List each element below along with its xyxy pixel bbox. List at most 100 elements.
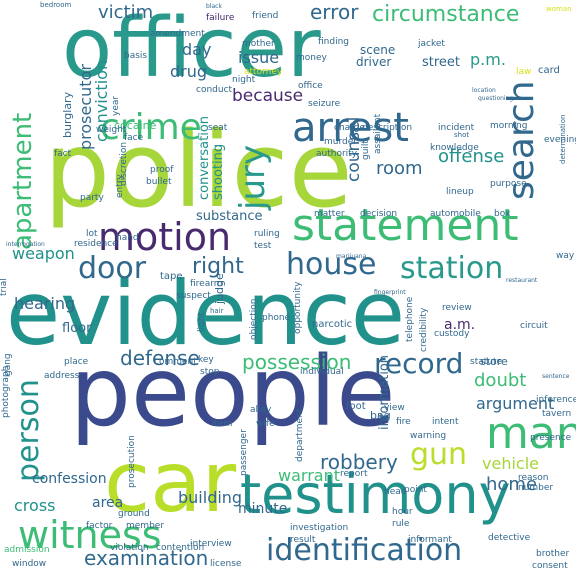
word-failure: failure <box>206 13 235 23</box>
word-driver: driver <box>356 55 392 69</box>
word-inference: inference <box>536 395 576 405</box>
word-finding: finding <box>318 37 350 47</box>
word-interrogation: interrogation <box>6 241 45 248</box>
word-guilt: guilt <box>361 140 371 160</box>
word-doubt: doubt <box>474 370 527 391</box>
word-gun: gun <box>410 437 468 472</box>
word-result: result <box>290 535 316 545</box>
word-warrant: warrant <box>278 466 340 485</box>
word-residence: residence <box>74 239 118 249</box>
word-vehicle: vehicle <box>482 454 539 473</box>
word-people: people <box>70 336 396 448</box>
word-motion: motion <box>98 215 232 259</box>
word-woman: woman <box>546 5 572 13</box>
word-way: way <box>556 251 575 261</box>
word-point: point <box>404 485 427 495</box>
word-fact: fact <box>54 149 72 159</box>
word-law: law <box>516 67 532 77</box>
word-report: report <box>340 469 368 479</box>
word-money: money <box>296 53 327 63</box>
word-office: office <box>298 81 323 91</box>
word-officer: officer <box>62 1 321 96</box>
word-bag: bag <box>370 409 391 422</box>
word-item: item <box>212 419 233 429</box>
word-place: place <box>64 357 89 367</box>
word-witness: witness <box>18 513 162 557</box>
word-determination: determination <box>559 114 567 164</box>
word-substance: substance <box>196 209 263 224</box>
word-amendment: amendment <box>150 29 205 39</box>
word-brother: brother <box>536 549 570 559</box>
word-issue: issue <box>238 48 280 67</box>
word-comment: comment <box>154 357 197 367</box>
word-morning: morning <box>490 121 528 131</box>
word-informant: informant <box>408 535 452 545</box>
word-knowledge: knowledge <box>430 143 479 153</box>
word-presence: presence <box>530 433 572 443</box>
word-wife: wife <box>256 419 275 429</box>
word-prosecution: prosecution <box>127 435 137 488</box>
word-assailant: assailant <box>373 113 383 154</box>
word-store: store <box>480 355 508 368</box>
word-year: year <box>111 95 121 116</box>
word-key: key <box>198 355 214 365</box>
word-am: a.m. <box>444 317 476 333</box>
word-suspect: suspect <box>176 291 211 301</box>
word-evidence: evidence <box>6 262 405 365</box>
word-record: record <box>374 347 464 380</box>
word-door: door <box>78 251 147 286</box>
word-address: address <box>44 371 80 381</box>
word-scene: scene <box>360 43 396 57</box>
word-floor: floor <box>62 321 92 336</box>
word-attorney: attorney <box>244 67 283 77</box>
word-robbery: robbery <box>320 450 398 474</box>
word-testimony: testimony <box>240 463 511 526</box>
word-sentence: sentence <box>542 373 570 380</box>
word-room: room <box>376 158 423 179</box>
word-lot: lot <box>86 229 98 239</box>
word-individual: individual <box>300 367 344 377</box>
word-arrest: arrest <box>292 105 409 151</box>
word-opportunity: opportunity <box>293 281 303 334</box>
word-argument: argument <box>476 394 555 413</box>
word-ground: ground <box>118 509 150 519</box>
word-license: license <box>210 559 242 569</box>
word-location: location <box>472 87 496 94</box>
word-pm: p.m. <box>470 50 506 69</box>
word-circuit: circuit <box>520 321 548 331</box>
word-number: number <box>518 483 554 493</box>
word-fingerprint: fingerprint <box>374 289 406 296</box>
word-weapon: weapon <box>12 244 75 263</box>
word-description: description <box>362 123 413 133</box>
word-minute: minute <box>238 501 288 517</box>
word-gang: gang <box>3 353 13 376</box>
word-authority: authority <box>316 149 358 159</box>
word-factor: factor <box>86 521 113 531</box>
word-circumstance: circumstance <box>372 2 520 27</box>
word-decision: decision <box>360 209 398 219</box>
word-review: review <box>442 303 472 313</box>
word-statute: statute <box>470 357 503 367</box>
word-fire: fire <box>396 417 411 427</box>
word-bullet: bullet <box>146 177 172 187</box>
word-night: night <box>232 75 256 85</box>
word-view: view <box>384 403 405 413</box>
word-telephone: telephone <box>405 296 415 342</box>
word-house: house <box>286 247 377 282</box>
word-narcotic: narcotic <box>312 319 353 330</box>
word-hair: hair <box>210 307 224 315</box>
word-foot: foot <box>346 401 366 412</box>
word-possession: possession <box>242 350 352 374</box>
word-confession: confession <box>32 471 107 487</box>
word-card: card <box>538 65 560 76</box>
word-bedroom: bedroom <box>40 1 72 9</box>
word-jury: jury <box>233 144 273 210</box>
word-street: street <box>422 55 461 70</box>
word-questioning: questioning <box>478 95 514 102</box>
word-cocaine: cocaine <box>114 119 157 132</box>
word-defense: defense <box>120 346 200 370</box>
word-home: home <box>486 474 538 495</box>
word-intent: intent <box>432 417 459 427</box>
word-crime: crime <box>100 107 202 148</box>
word-statement: statement <box>292 200 519 251</box>
